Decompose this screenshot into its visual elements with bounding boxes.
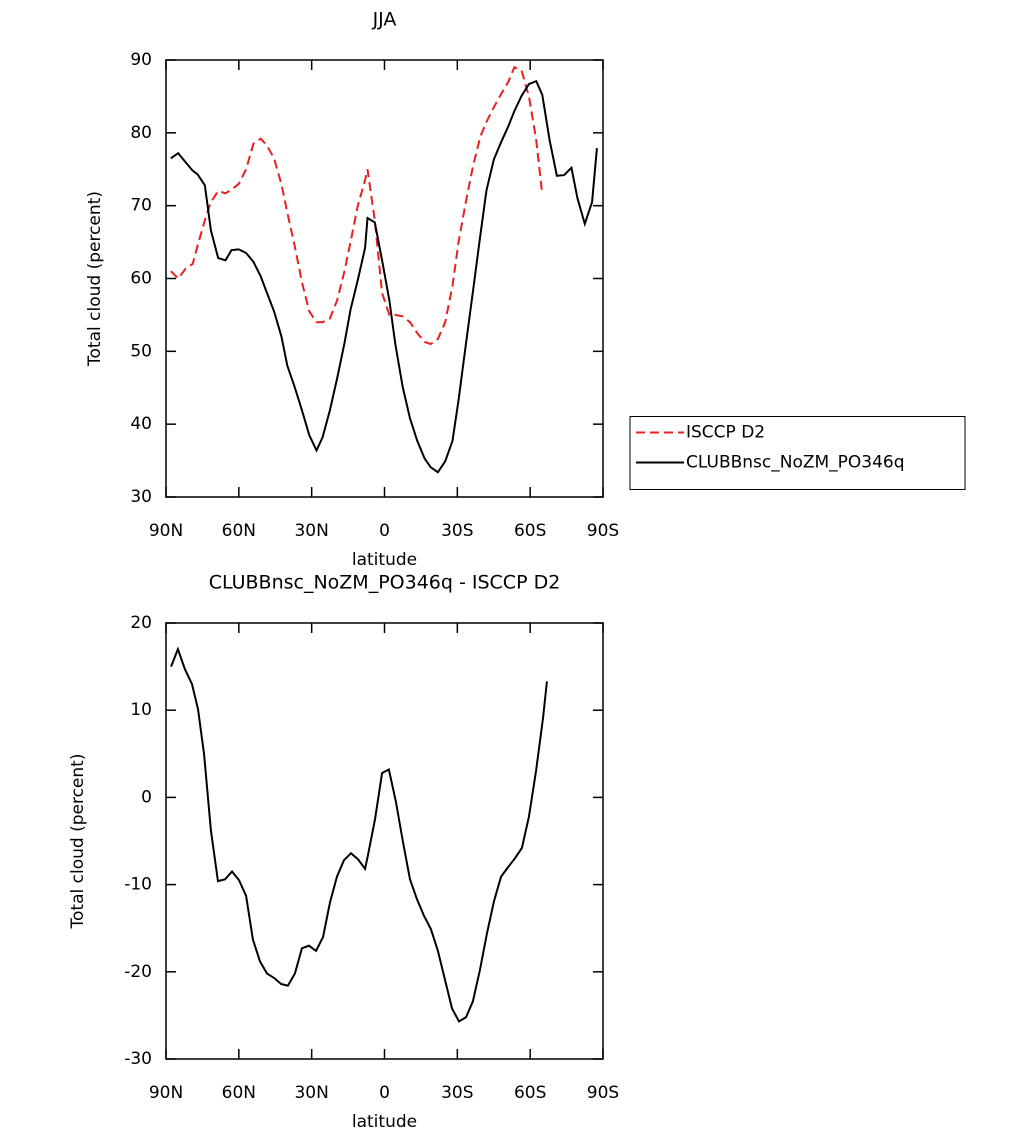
y-tick-label: 70: [130, 196, 152, 216]
y-tick-label: 20: [130, 613, 152, 633]
x-tick-label: 0: [379, 521, 390, 541]
data-line: [170, 65, 544, 346]
x-tick-label: 30S: [441, 521, 473, 541]
x-tick-label: 60S: [514, 521, 546, 541]
y-tick-label: 90: [130, 50, 152, 70]
x-tick-label: 90S: [587, 521, 619, 541]
x-tick-label: 30S: [441, 1083, 473, 1103]
chart-title: CLUBBnsc_NoZM_PO346q - ISCCP D2: [209, 572, 561, 594]
y-tick-label: 60: [130, 269, 152, 289]
x-tick-label: 60S: [514, 1083, 546, 1103]
x-tick-label: 30N: [294, 521, 328, 541]
legend-label: CLUBBnsc_NoZM_PO346q: [686, 453, 905, 473]
x-tick-label: 90N: [149, 521, 183, 541]
y-tick-label: 80: [130, 123, 152, 143]
y-tick-label: 0: [141, 787, 152, 807]
data-line: [170, 646, 548, 1023]
x-tick-label: 90N: [149, 1083, 183, 1103]
x-tick-label: 30N: [294, 1083, 328, 1103]
x-tick-label: 90S: [587, 1083, 619, 1103]
y-tick-label: 40: [130, 414, 152, 434]
y-axis-label: Total cloud (percent): [85, 191, 105, 367]
y-tick-label: -20: [124, 962, 152, 982]
plot-frame: [165, 622, 604, 1060]
x-tick-label: 0: [379, 1083, 390, 1103]
x-axis-label: latitude: [352, 1112, 417, 1132]
x-tick-label: 60N: [222, 521, 256, 541]
y-axis-label: Total cloud (percent): [68, 754, 88, 930]
legend-box: [629, 416, 966, 490]
y-tick-label: 10: [130, 700, 152, 720]
data-line: [170, 79, 598, 474]
x-tick-label: 60N: [222, 1083, 256, 1103]
x-axis-label: latitude: [352, 550, 417, 570]
y-tick-label: 30: [130, 487, 152, 507]
legend-label: ISCCP D2: [686, 423, 765, 443]
y-tick-label: -30: [124, 1049, 152, 1069]
y-tick-label: 50: [130, 341, 152, 361]
chart-title: JJA: [372, 9, 397, 31]
y-tick-label: -10: [124, 875, 152, 895]
